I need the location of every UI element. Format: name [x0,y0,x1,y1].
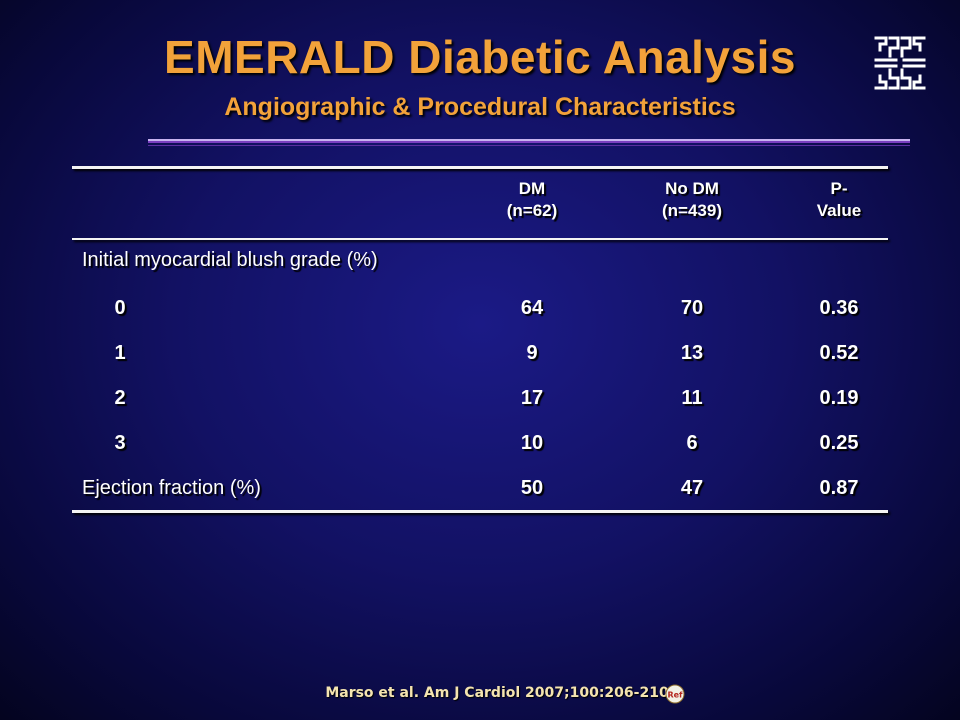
title-divider-lower [148,145,910,146]
slide-subtitle: Angiographic & Procedural Characteristic… [224,93,736,121]
no-dm-cell: 47 [680,477,704,499]
dm-cell: 9 [526,342,538,364]
column-header-dm-line2: (n=62) [506,201,558,220]
table-top-rule [72,166,888,169]
ref-icon-label: Ref [667,691,683,700]
table-header-rule [72,238,888,240]
grade-cell: 2 [114,387,126,409]
column-header-no-dm-line1: No DM [665,179,719,198]
no-dm-cell: 6 [686,432,698,454]
column-header-no-dm-line2: (n=439) [662,201,722,220]
reference-link-icon[interactable]: Ref [665,684,685,704]
dm-cell: 64 [520,297,544,319]
citation: Marso et al. Am J Cardiol 2007;100:206-2… [325,685,669,701]
dm-cell: 50 [520,477,544,499]
blush-grade-section-label: Initial myocardial blush grade (%) [82,249,378,271]
no-dm-cell: 70 [680,297,704,319]
column-header-no-dm: No DM (n=439) [637,178,747,222]
p-value-cell: 0.87 [819,477,859,499]
column-header-p-value-line1: P- [830,179,848,198]
no-dm-cell: 11 [681,387,703,409]
no-dm-cell: 13 [680,342,704,364]
table-bottom-rule [72,510,888,513]
grade-cell: 3 [114,432,126,454]
ejection-fraction-label: Ejection fraction (%) [82,477,261,499]
dm-cell: 10 [520,432,544,454]
column-header-dm: DM (n=62) [477,178,587,222]
title-divider-shadow [148,141,910,143]
column-header-p-value-line2: Value [816,201,862,220]
p-value-cell: 0.19 [819,387,859,409]
column-header-p-value: P- Value [784,178,894,222]
emblem-logo-icon [874,36,926,90]
grade-cell: 0 [114,297,126,319]
grade-cell: 1 [114,342,126,364]
title-divider [148,139,910,141]
p-value-cell: 0.25 [819,432,859,454]
slide-title: EMERALD Diabetic Analysis [164,31,796,83]
p-value-cell: 0.36 [819,297,859,319]
dm-cell: 17 [520,387,544,409]
column-header-dm-line1: DM [518,179,546,198]
p-value-cell: 0.52 [819,342,859,364]
